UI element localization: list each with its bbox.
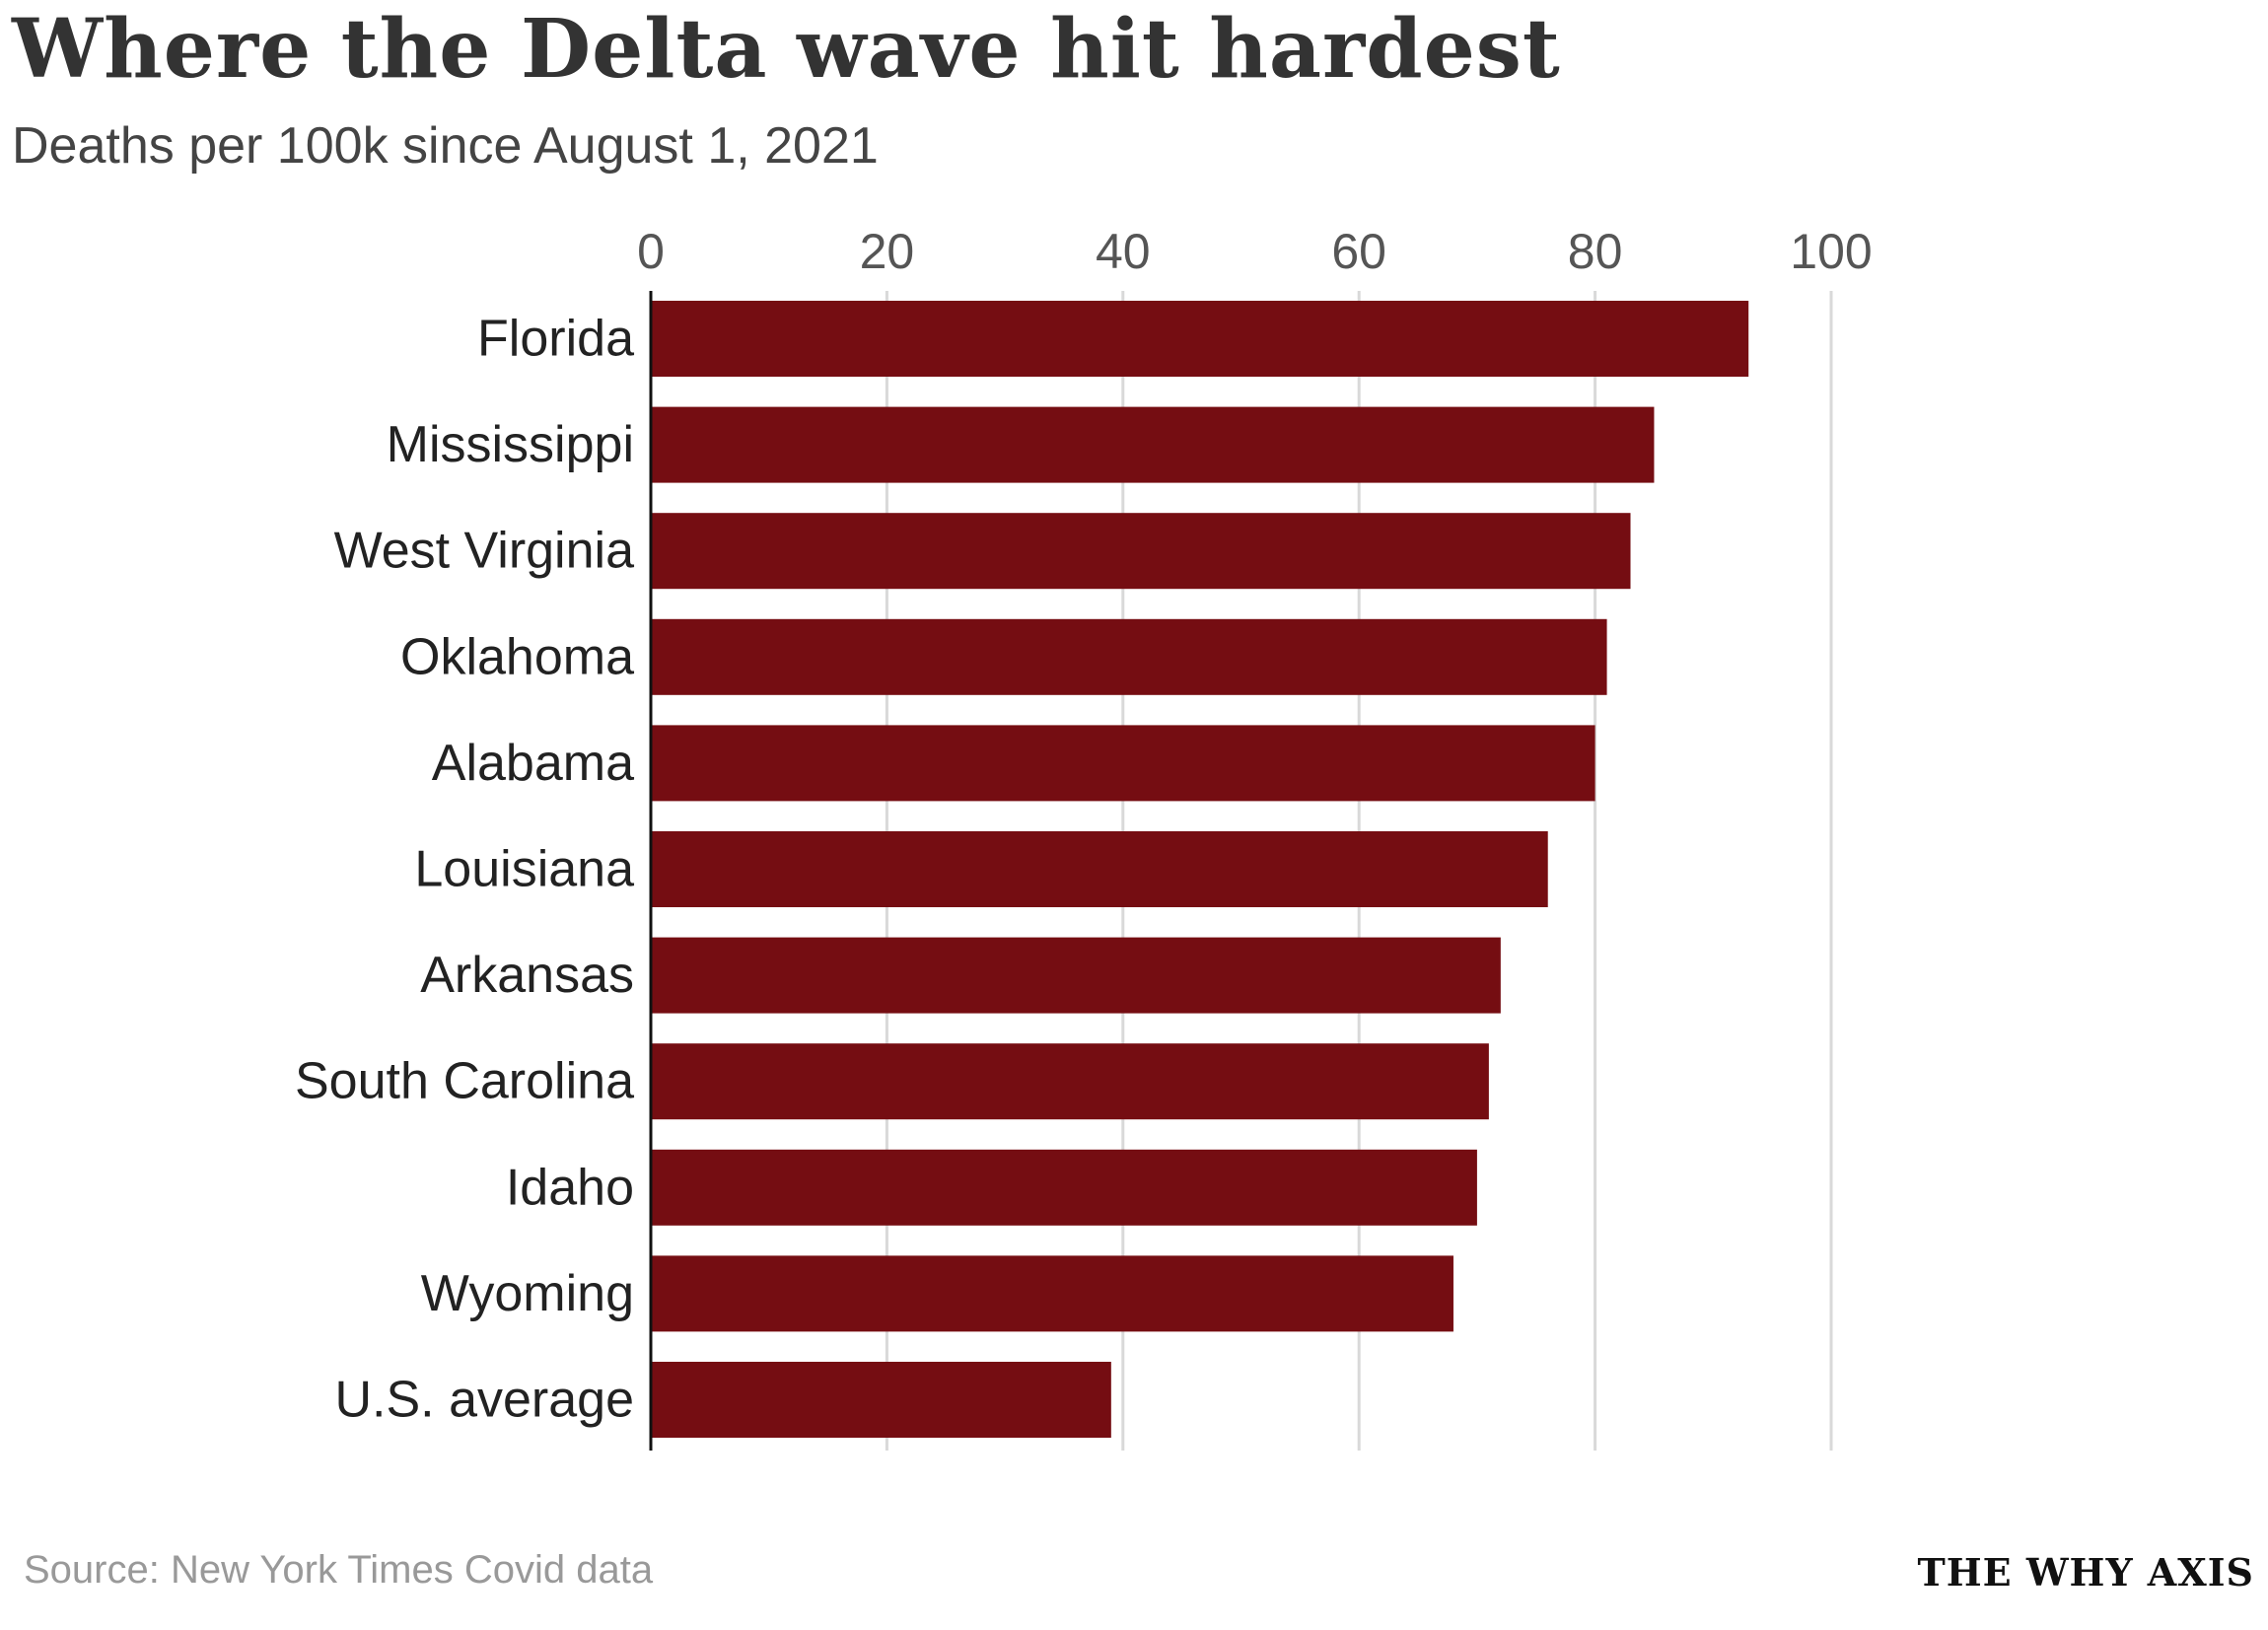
category-label: South Carolina (295, 1053, 634, 1110)
category-label: Alabama (432, 735, 634, 792)
bar (651, 1255, 1453, 1332)
category-label: Louisiana (414, 841, 634, 898)
category-label: Mississippi (387, 416, 634, 473)
x-tick-label: 100 (1790, 224, 1872, 279)
bar (651, 406, 1655, 483)
chart-title: Where the Delta wave hit hardest (12, 2, 1561, 97)
x-tick-label: 20 (860, 224, 915, 279)
bar (651, 1149, 1477, 1226)
category-label: Idaho (506, 1159, 634, 1216)
bar (651, 831, 1548, 907)
bar (651, 1362, 1111, 1438)
bar (651, 725, 1595, 802)
category-label: Florida (477, 311, 634, 368)
chart-subtitle: Deaths per 100k since August 1, 2021 (12, 117, 879, 175)
bar (651, 513, 1631, 590)
category-label: West Virginia (334, 523, 635, 580)
category-label: Arkansas (420, 947, 634, 1004)
bar (651, 1043, 1489, 1120)
x-tick-label: 60 (1331, 224, 1386, 279)
category-label: U.S. average (335, 1372, 635, 1429)
source-note: Source: New York Times Covid data (24, 1548, 654, 1592)
brand-logo: THE WHY AXIS (1917, 1550, 2254, 1595)
bar (651, 937, 1501, 1014)
bar (651, 301, 1749, 377)
x-tick-label: 40 (1096, 224, 1151, 279)
category-label: Wyoming (421, 1265, 634, 1322)
bar (651, 618, 1607, 695)
x-tick-label: 0 (637, 224, 665, 279)
x-tick-label: 80 (1568, 224, 1623, 279)
category-label: Oklahoma (400, 628, 634, 685)
